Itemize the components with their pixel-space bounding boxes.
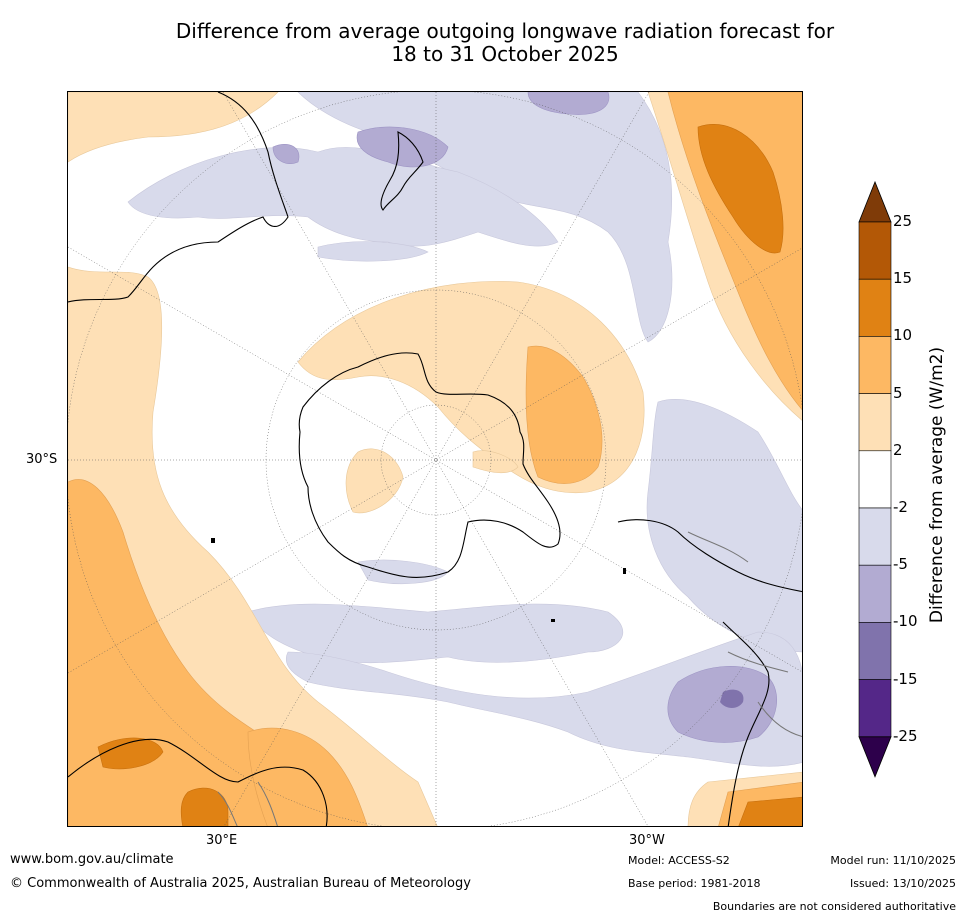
new-zealand-coastline <box>380 131 424 211</box>
antarctica-coastline <box>298 352 561 578</box>
negative-anomaly-strong <box>720 689 744 708</box>
colorbar-tick-label: -10 <box>893 612 918 631</box>
colorbar <box>858 180 892 778</box>
colorbar-tick-label: -15 <box>893 669 918 688</box>
positive-anomaly-strong <box>97 124 802 826</box>
footer-model-run: Model run: 11/10/2025 <box>830 854 956 867</box>
footer-website: www.bom.gov.au/climate <box>10 852 174 867</box>
colorbar-tick-label: 5 <box>893 383 903 402</box>
graticule <box>68 92 802 826</box>
colorbar-tick-label: -5 <box>893 555 908 574</box>
chart-title: Difference from average outgoing longwav… <box>120 20 890 66</box>
footer-base-period: Base period: 1981-2018 <box>628 877 761 890</box>
lon-label-30e: 30°E <box>206 833 238 848</box>
footer-copyright: © Commonwealth of Australia 2025, Austra… <box>10 876 471 891</box>
colorbar-tick-label: -25 <box>893 726 918 745</box>
colorbar-band <box>858 336 892 394</box>
colorbar-band <box>858 622 892 680</box>
footer-model: Model: ACCESS-S2 <box>628 854 730 867</box>
colorbar-tick-label: 25 <box>893 212 913 230</box>
colorbar-cap-bottom <box>858 736 892 778</box>
colorbar-tick-label: 2 <box>893 440 903 459</box>
footer-issued: Issued: 13/10/2025 <box>849 877 956 890</box>
australia-coastline <box>68 92 289 303</box>
chart-title-line1: Difference from average outgoing longwav… <box>175 19 835 43</box>
colorbar-title: Difference from average (W/m2) <box>927 346 947 624</box>
colorbar-band <box>858 278 892 337</box>
colorbar-band <box>858 507 892 566</box>
chart-title-line2: 18 to 31 October 2025 <box>391 42 619 66</box>
south-america-borders <box>687 531 802 737</box>
map-panel <box>67 91 803 827</box>
colorbar-band <box>858 450 892 509</box>
lon-label-30w: 30°W <box>629 833 665 848</box>
map-svg <box>68 92 802 826</box>
negative-anomaly-light <box>127 92 802 767</box>
colorbar-band <box>858 393 892 452</box>
colorbar-band <box>858 564 892 623</box>
colorbar-band <box>858 221 892 280</box>
colorbar-tick-label: 15 <box>893 269 913 288</box>
islands <box>211 538 626 622</box>
africa-borders <box>217 781 278 826</box>
africa-coastline <box>68 738 328 826</box>
footer-disclaimer: Boundaries are not considered authoritat… <box>712 900 956 913</box>
south-america-coastline <box>617 519 802 826</box>
colorbar-tick-label: -2 <box>893 498 908 516</box>
colorbar-tick-label: 10 <box>893 326 913 345</box>
colorbar-cap-top <box>858 180 892 223</box>
lat-label-30s: 30°S <box>26 452 58 467</box>
colorbar-band <box>858 679 892 738</box>
